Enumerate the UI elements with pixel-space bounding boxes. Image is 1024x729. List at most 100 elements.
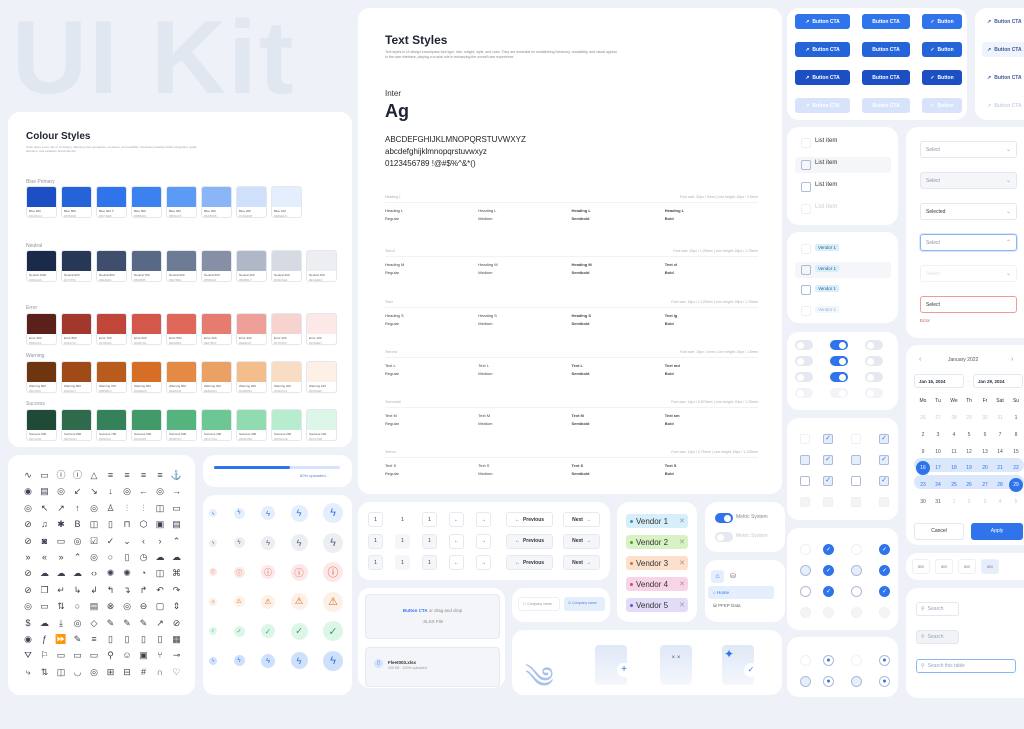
calendar-day[interactable]: 25 (951, 482, 957, 489)
end-date-input[interactable]: Jan 29, 2024 (973, 374, 1023, 388)
library-icon[interactable]: › (158, 535, 162, 546)
round-checkbox[interactable] (800, 565, 811, 576)
calendar-day[interactable]: 23 (920, 482, 926, 489)
library-icon[interactable]: ≡ (157, 470, 163, 480)
calendar-day[interactable]: 26 (920, 415, 926, 421)
page-number-button[interactable]: 1 (422, 555, 437, 570)
checkbox[interactable] (851, 476, 861, 486)
library-icon[interactable]: ✎ (73, 634, 82, 644)
library-icon[interactable]: ∩ (156, 666, 164, 677)
library-icon[interactable]: ▭ (40, 470, 49, 480)
select-dropdown[interactable]: Select (920, 296, 1017, 313)
calendar-day[interactable]: 21 (997, 465, 1003, 472)
checkbox[interactable] (801, 285, 811, 295)
toggle-switch[interactable] (795, 340, 813, 350)
toggle-switch[interactable] (830, 340, 848, 350)
library-icon[interactable]: B (74, 519, 81, 530)
checkbox-checked[interactable]: ✓ (823, 434, 833, 444)
library-icon[interactable]: ✺ (123, 568, 131, 579)
library-icon[interactable]: ▯ (141, 634, 146, 644)
library-icon[interactable]: ♫ (41, 519, 48, 530)
library-icon[interactable]: ✎ (123, 617, 131, 628)
calendar-day[interactable]: 30 (920, 499, 926, 505)
round-checkbox[interactable] (851, 607, 862, 618)
library-icon[interactable]: ≡ (107, 470, 114, 480)
arrow-right-button[interactable]: → (476, 555, 491, 570)
round-checkbox-checked[interactable] (879, 607, 890, 618)
library-icon[interactable]: » (58, 552, 64, 562)
next-month-button[interactable]: › (1011, 356, 1014, 363)
home-icon[interactable]: ⌂ (711, 570, 724, 583)
previous-button[interactable]: ← Previous (506, 533, 553, 549)
radio-selected[interactable]: ● (823, 676, 834, 687)
library-icon[interactable]: ◉ (24, 486, 32, 497)
toggle-switch[interactable] (830, 388, 848, 398)
close-icon[interactable]: ✕ (679, 518, 685, 525)
library-icon[interactable]: ⓘ (72, 470, 82, 480)
calendar-day[interactable]: 8 (1014, 431, 1018, 438)
list-item-label[interactable]: List item (815, 160, 838, 166)
calendar-day[interactable]: 14 (997, 448, 1003, 455)
library-icon[interactable]: ☑ (89, 535, 99, 546)
library-icon[interactable]: ☁ (73, 568, 82, 579)
library-icon[interactable]: ❐ (40, 584, 49, 595)
round-checkbox-checked[interactable]: ✓ (823, 586, 834, 597)
button-with-check[interactable]: ✓ Button (922, 14, 962, 29)
search-input-filled[interactable]: ⚲ Search (916, 630, 959, 644)
library-icon[interactable]: ▤ (40, 486, 49, 497)
library-icon[interactable]: ⊘ (172, 617, 181, 628)
calendar-day[interactable]: 19 (966, 465, 972, 472)
library-icon[interactable]: ⌃ (172, 535, 181, 546)
library-icon[interactable]: ⬡ (139, 519, 148, 530)
close-icon[interactable]: ✕ (679, 602, 685, 609)
library-icon[interactable]: ⊘ (24, 519, 32, 530)
arrow-left-button[interactable]: ← (449, 533, 464, 549)
checkbox-checked[interactable]: ✓ (879, 434, 889, 444)
calendar-day[interactable]: 10 (935, 448, 941, 455)
search-table-input[interactable]: ⚲ Search this table (916, 659, 1016, 673)
page-number-button[interactable]: 1 (395, 533, 410, 549)
library-icon[interactable]: ▣ (139, 650, 148, 661)
library-icon[interactable]: ↱ (139, 584, 148, 595)
library-icon[interactable]: ✓ (106, 535, 115, 546)
calendar-day[interactable]: 28 (951, 415, 957, 421)
library-icon[interactable]: ☁ (172, 552, 181, 562)
checkbox[interactable] (851, 434, 861, 444)
library-icon[interactable]: ⌃ (73, 552, 82, 562)
library-icon[interactable]: ⫶ (125, 502, 129, 513)
library-icon[interactable]: ♡ (172, 666, 181, 677)
radio-selected[interactable]: ● (823, 655, 834, 666)
ghost-button[interactable]: ↗ Button CTA (982, 70, 1024, 85)
nav-item-pfep-data[interactable]: ⛁ PFEP Data (713, 603, 741, 608)
round-checkbox-checked[interactable]: ✓ (879, 586, 890, 597)
library-icon[interactable]: ▤ (172, 519, 181, 530)
library-icon[interactable]: ‹ (142, 535, 145, 546)
calendar-day[interactable]: 1 (952, 499, 956, 505)
radio-selected[interactable]: ● (879, 655, 890, 666)
library-icon[interactable]: ⏩ (55, 634, 67, 644)
next-button[interactable]: Next → (563, 533, 600, 549)
close-icon[interactable]: ✕ (679, 539, 685, 546)
calendar-day[interactable]: 26 (966, 482, 972, 489)
vendor-chip[interactable]: Vendor 1 (815, 305, 840, 313)
calendar-day[interactable]: 22 (1013, 465, 1019, 472)
button-cta[interactable]: Button CTA (862, 42, 910, 57)
library-icon[interactable]: ƒ (41, 634, 47, 644)
toggle-switch[interactable] (830, 372, 848, 382)
library-icon[interactable]: ⚓ (170, 470, 183, 480)
button-cta[interactable]: Button CTA (862, 14, 910, 29)
toggle-switch[interactable] (795, 388, 813, 398)
library-icon[interactable]: ⚲ (107, 650, 114, 661)
checkbox[interactable] (801, 244, 811, 254)
round-checkbox-checked[interactable] (823, 607, 834, 618)
library-icon[interactable]: ◎ (90, 552, 98, 562)
next-button[interactable]: Next → (563, 512, 600, 527)
list-item-label[interactable]: List item (815, 138, 838, 144)
library-icon[interactable]: ↶ (156, 584, 164, 595)
round-checkbox[interactable] (800, 607, 811, 618)
library-icon[interactable]: ○ (107, 552, 114, 562)
button-with-check[interactable]: ✓ Button (922, 70, 962, 85)
library-icon[interactable]: ⑂ (157, 650, 163, 661)
library-icon[interactable]: ⊗ (106, 601, 115, 612)
library-icon[interactable]: ↑ (75, 502, 80, 513)
